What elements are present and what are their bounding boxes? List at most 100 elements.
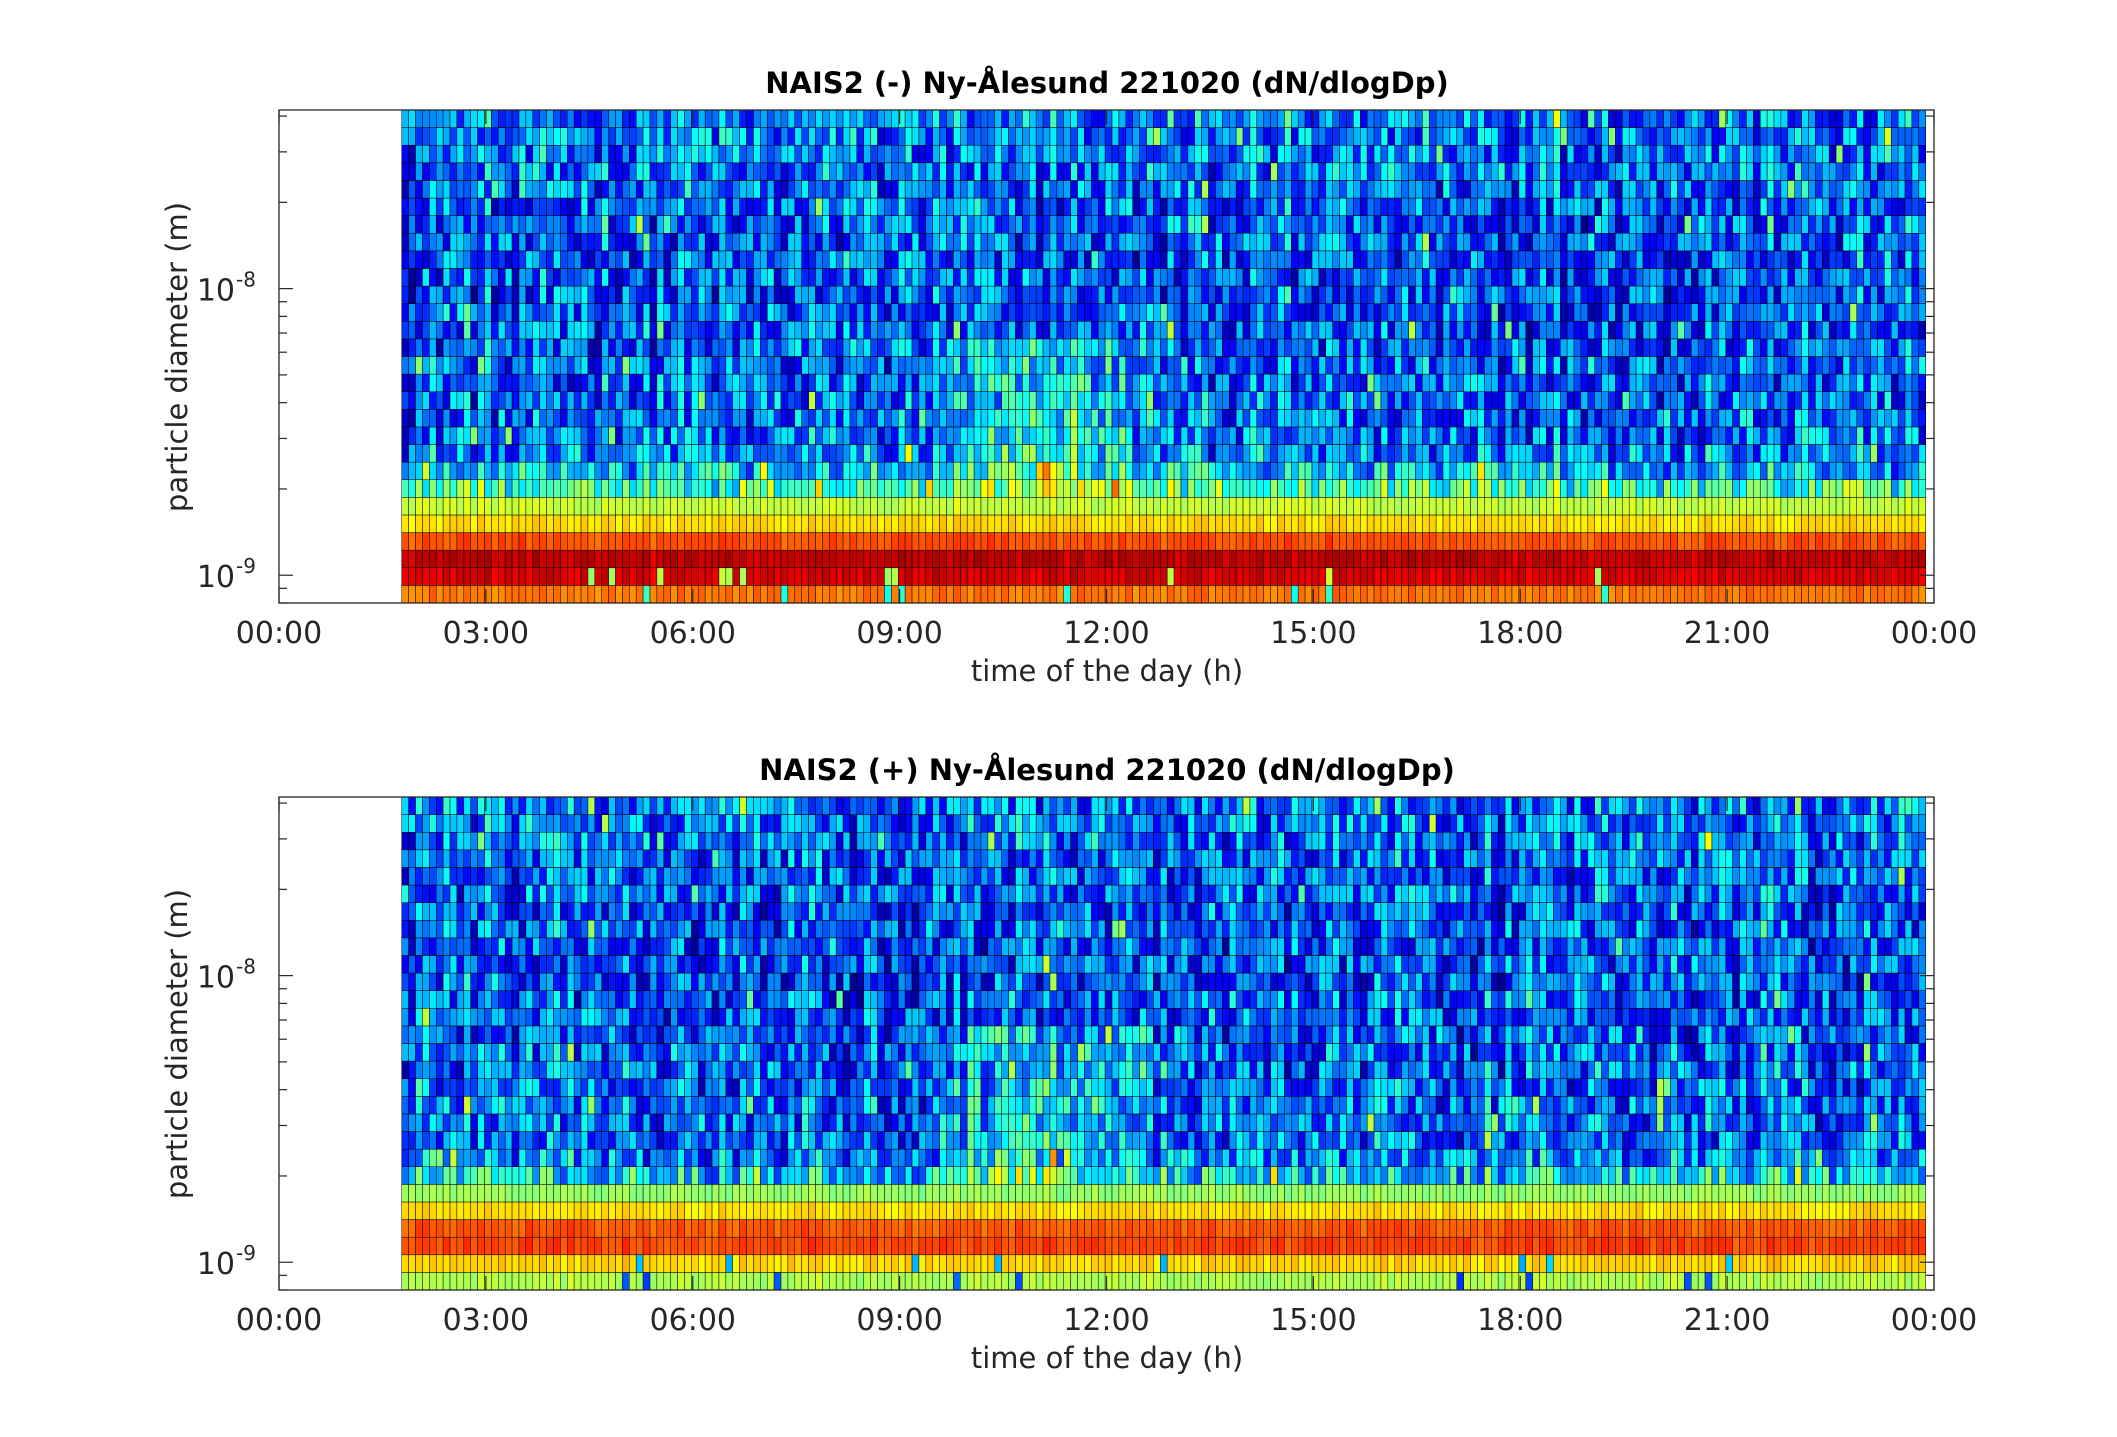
heatmap-cell bbox=[1084, 303, 1092, 322]
heatmap-cell bbox=[1042, 479, 1051, 498]
heatmap-cell bbox=[1360, 321, 1368, 340]
heatmap-cell bbox=[835, 268, 844, 287]
heatmap-cell bbox=[498, 180, 506, 199]
heatmap-cell bbox=[1022, 497, 1030, 516]
heatmap-cell bbox=[1504, 479, 1513, 498]
heatmap-cell bbox=[442, 250, 451, 269]
heatmap-cell bbox=[1408, 162, 1416, 181]
heatmap-cell bbox=[1160, 233, 1168, 252]
heatmap-cell bbox=[1304, 585, 1313, 604]
heatmap-cell bbox=[794, 426, 802, 445]
heatmap-cell bbox=[1229, 338, 1237, 357]
heatmap-cell bbox=[780, 303, 789, 322]
heatmap-cell bbox=[966, 285, 975, 304]
heatmap-cell bbox=[1332, 585, 1340, 604]
heatmap-cell bbox=[1256, 144, 1264, 164]
heatmap-cell bbox=[1153, 356, 1161, 375]
heatmap-cell bbox=[1546, 180, 1554, 199]
heatmap-cell bbox=[884, 321, 892, 340]
heatmap-cell bbox=[794, 127, 802, 146]
heatmap-cell bbox=[656, 127, 665, 146]
heatmap-cell bbox=[1284, 180, 1292, 199]
heatmap-cell bbox=[1125, 303, 1133, 322]
heatmap-cell bbox=[925, 585, 933, 604]
heatmap-cell bbox=[677, 338, 685, 357]
heatmap-cell bbox=[553, 338, 561, 357]
heatmap-cell bbox=[1539, 532, 1547, 551]
heatmap-cell bbox=[891, 197, 899, 216]
heatmap-cell bbox=[456, 127, 465, 146]
heatmap-cell bbox=[539, 127, 547, 146]
heatmap-cell bbox=[1001, 391, 1009, 410]
heatmap-cell bbox=[953, 356, 961, 375]
heatmap-cell bbox=[525, 321, 534, 340]
heatmap-cell bbox=[1139, 268, 1147, 287]
heatmap-cell bbox=[704, 567, 713, 586]
heatmap-cell bbox=[966, 268, 975, 287]
heatmap-cell bbox=[1304, 250, 1313, 269]
heatmap-cell bbox=[932, 461, 940, 481]
heatmap-cell bbox=[1456, 479, 1464, 498]
heatmap-cell bbox=[842, 197, 851, 216]
heatmap-cell bbox=[1208, 162, 1216, 181]
heatmap-cell bbox=[1263, 585, 1271, 604]
heatmap-cell bbox=[1104, 479, 1113, 498]
heatmap-cell bbox=[787, 180, 796, 199]
heatmap-cell bbox=[808, 426, 816, 445]
heatmap-cell bbox=[1132, 549, 1140, 569]
heatmap-cell bbox=[960, 391, 968, 410]
heatmap-cell bbox=[491, 461, 499, 481]
heatmap-cell bbox=[1449, 461, 1458, 481]
heatmap-cell bbox=[904, 127, 913, 146]
heatmap-cell bbox=[1015, 303, 1023, 322]
heatmap-cell bbox=[484, 461, 492, 481]
heatmap-cell bbox=[518, 514, 527, 533]
heatmap-cell bbox=[829, 356, 837, 375]
heatmap-cell bbox=[456, 444, 465, 463]
heatmap-cell bbox=[1256, 321, 1264, 340]
heatmap-cell bbox=[787, 197, 796, 216]
heatmap-cell bbox=[498, 532, 506, 551]
heatmap-cell bbox=[718, 127, 727, 146]
heatmap-cell bbox=[870, 409, 878, 428]
heatmap-cell bbox=[1118, 127, 1127, 146]
heatmap-cell bbox=[1580, 479, 1589, 498]
heatmap-cell bbox=[1435, 109, 1444, 128]
heatmap-cell bbox=[1518, 338, 1527, 357]
heatmap-cell bbox=[1373, 162, 1382, 181]
heatmap-cell bbox=[1615, 303, 1623, 322]
heatmap-cell bbox=[1387, 497, 1395, 516]
heatmap-cell bbox=[1415, 250, 1423, 269]
heatmap-cell bbox=[1539, 461, 1547, 481]
heatmap-cell bbox=[932, 338, 940, 357]
heatmap-cell bbox=[422, 479, 430, 498]
heatmap-cell bbox=[739, 356, 747, 375]
heatmap-cell bbox=[870, 373, 878, 392]
heatmap-cell bbox=[732, 426, 740, 445]
heatmap-cell bbox=[1511, 409, 1520, 428]
heatmap-cell bbox=[1166, 144, 1175, 164]
heatmap-cell bbox=[1408, 268, 1416, 287]
heatmap-cell bbox=[911, 127, 920, 146]
heatmap-cell bbox=[567, 497, 575, 516]
heatmap-cell bbox=[1249, 391, 1258, 410]
heatmap-cell bbox=[1035, 250, 1044, 269]
heatmap-cell bbox=[1318, 479, 1327, 498]
heatmap-cell bbox=[698, 127, 706, 146]
heatmap-cell bbox=[980, 162, 989, 181]
heatmap-cell bbox=[677, 215, 685, 234]
heatmap-cell bbox=[573, 497, 582, 516]
heatmap-cell bbox=[1208, 338, 1216, 357]
heatmap-cell bbox=[1442, 285, 1451, 304]
heatmap-cell bbox=[946, 461, 954, 481]
heatmap-cell bbox=[1339, 549, 1347, 569]
heatmap-cell bbox=[1511, 549, 1520, 569]
heatmap-cell bbox=[898, 233, 906, 252]
heatmap-cell bbox=[511, 144, 520, 164]
heatmap-cell bbox=[718, 391, 727, 410]
heatmap-cell bbox=[1325, 127, 1333, 146]
heatmap-cell bbox=[987, 250, 996, 269]
heatmap-cell bbox=[939, 461, 947, 481]
heatmap-cell bbox=[787, 373, 796, 392]
